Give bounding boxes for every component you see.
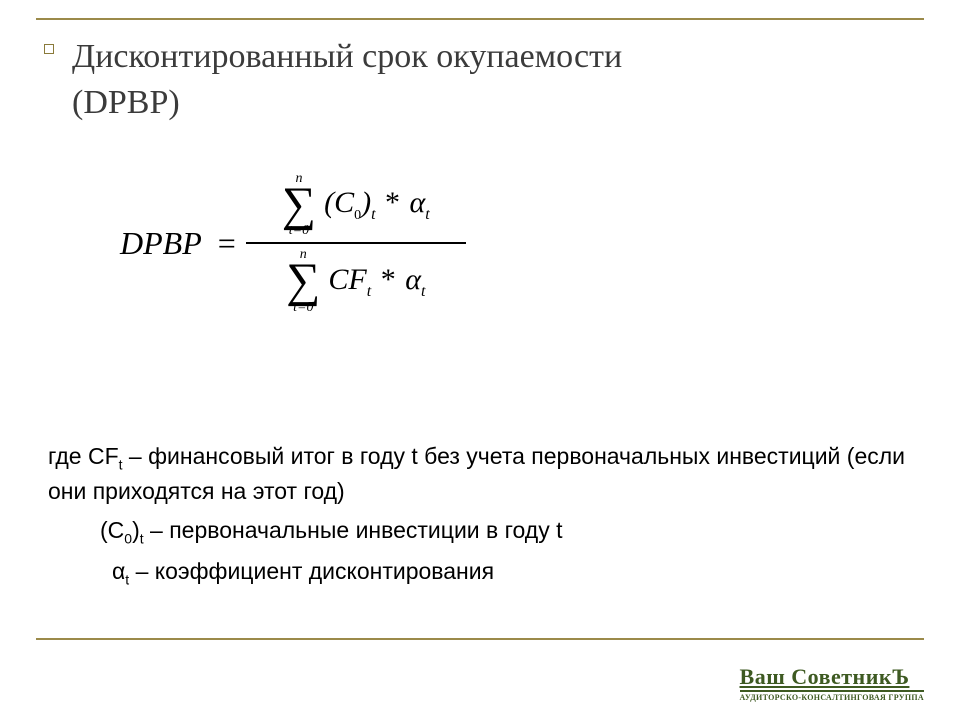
sigma-icon: n ∑ t=0 xyxy=(282,172,316,238)
title-line1: Дисконтированный срок окупаемости xyxy=(72,38,622,75)
fraction: n ∑ t=0 (C0)t * αt n ∑ t=0 xyxy=(246,168,466,319)
slide-title: Дисконтированный срок окупаемости (DPBP) xyxy=(72,34,920,126)
title-bullet-icon xyxy=(44,44,54,54)
def-cf: где CFt – финансовый итог в году t без у… xyxy=(48,440,912,508)
footer-logo: Ваш СоветникЪ АУДИТОРСКО-КОНСАЛТИНГОВАЯ … xyxy=(740,664,924,702)
top-rule xyxy=(36,18,924,20)
numerator-term: (C0)t * αt xyxy=(324,186,430,224)
definitions: где CFt – финансовый итог в году t без у… xyxy=(48,440,912,596)
sum-lower: t=0 xyxy=(289,224,309,238)
logo-tagline: АУДИТОРСКО-КОНСАЛТИНГОВАЯ ГРУППА xyxy=(740,690,924,702)
equals-sign: = xyxy=(218,225,236,262)
numerator: n ∑ t=0 (C0)t * αt xyxy=(276,168,436,242)
title-line2: (DPBP) xyxy=(72,84,180,121)
denominator-term: CFt * αt xyxy=(328,263,425,301)
logo-main: Ваш СоветникЪ xyxy=(740,664,924,690)
sigma-icon: n ∑ t=0 xyxy=(286,248,320,314)
slide: Дисконтированный срок окупаемости (DPBP)… xyxy=(0,0,960,720)
denominator: n ∑ t=0 CFt * αt xyxy=(280,244,431,318)
def-c0: (C0)t – первоначальные инвестиции в году… xyxy=(48,514,912,549)
sum-lower: t=0 xyxy=(293,301,313,315)
formula-block: DPBP = n ∑ t=0 (C0)t * αt xyxy=(120,168,620,319)
bottom-rule xyxy=(36,638,924,640)
def-alpha: αt – коэффициент дисконтирования xyxy=(48,555,912,590)
formula-lhs: DPBP xyxy=(120,225,202,262)
